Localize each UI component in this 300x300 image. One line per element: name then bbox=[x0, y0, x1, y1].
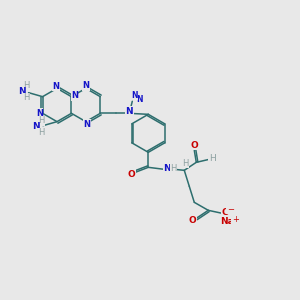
Text: N: N bbox=[18, 87, 26, 96]
Text: Na: Na bbox=[220, 217, 234, 226]
Text: H: H bbox=[170, 164, 176, 173]
Text: H: H bbox=[182, 159, 188, 168]
Text: N: N bbox=[125, 107, 133, 116]
Text: H: H bbox=[23, 93, 30, 102]
Text: O: O bbox=[221, 208, 229, 217]
Text: N: N bbox=[83, 120, 90, 129]
Text: N: N bbox=[52, 82, 59, 91]
Text: H: H bbox=[38, 128, 44, 137]
Text: H: H bbox=[23, 81, 30, 90]
Text: O: O bbox=[128, 170, 135, 179]
Text: N: N bbox=[32, 122, 40, 131]
Text: H: H bbox=[38, 116, 44, 125]
Text: N: N bbox=[164, 164, 171, 173]
Text: O: O bbox=[188, 216, 196, 225]
Text: H: H bbox=[209, 154, 216, 163]
Text: O: O bbox=[190, 141, 198, 150]
Text: N: N bbox=[71, 91, 78, 100]
Text: +: + bbox=[232, 215, 239, 224]
Text: N: N bbox=[136, 95, 142, 104]
Text: N: N bbox=[36, 109, 43, 118]
Text: −: − bbox=[227, 205, 234, 214]
Text: N: N bbox=[131, 91, 137, 100]
Text: N: N bbox=[82, 81, 89, 90]
